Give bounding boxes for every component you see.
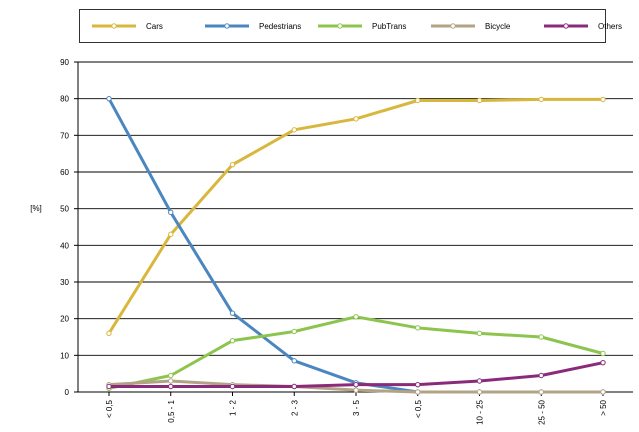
legend-marker	[111, 23, 117, 29]
data-point	[229, 383, 236, 390]
data-point	[229, 310, 236, 316]
y-tick-label: 30	[60, 278, 69, 287]
data-point	[415, 97, 421, 104]
data-point	[106, 95, 112, 102]
data-point	[168, 372, 174, 379]
data-point	[415, 389, 421, 395]
x-tick-label: 10 - 25	[476, 399, 485, 424]
axes	[74, 61, 633, 396]
data-point	[538, 334, 544, 340]
legend-label: Cars	[146, 22, 163, 31]
y-axis-label: [%]	[30, 204, 42, 213]
x-tick-label: 0,5 - 1	[167, 399, 176, 422]
data-point	[168, 231, 174, 238]
data-point	[415, 381, 421, 388]
legend-label: Bicycle	[485, 22, 511, 31]
data-point	[353, 116, 359, 122]
data-point	[291, 383, 297, 390]
y-tick-label: 60	[60, 168, 69, 177]
data-point	[476, 97, 483, 104]
y-tick-label: 40	[60, 241, 69, 250]
data-point	[476, 378, 483, 384]
data-point	[415, 325, 421, 331]
y-tick-label: 90	[60, 58, 69, 67]
data-point	[476, 330, 483, 337]
y-tick-label: 50	[60, 205, 69, 214]
x-tick-label: 1 - 2	[229, 399, 238, 416]
x-tick-label: > 50	[599, 399, 608, 415]
gridlines	[78, 61, 633, 356]
data-point	[168, 209, 174, 216]
data-point	[353, 381, 359, 388]
series-lines	[106, 95, 606, 395]
data-point	[353, 387, 359, 393]
data-point	[538, 372, 544, 379]
data-point	[291, 127, 297, 133]
x-tick-label: 3 - 5	[352, 399, 361, 416]
legend-label: PubTrans	[372, 22, 406, 31]
legend-marker	[337, 23, 343, 29]
legend-marker	[450, 23, 456, 29]
y-tick-label: 80	[60, 95, 69, 104]
x-tick-label: < 0,5	[414, 399, 423, 418]
y-tick-label: 20	[60, 315, 69, 324]
y-tick-label: 70	[60, 131, 69, 140]
x-tick-label: 25 - 50	[537, 399, 546, 424]
legend-marker	[563, 23, 569, 29]
data-point	[291, 328, 297, 335]
data-point	[291, 358, 297, 364]
data-point	[168, 383, 174, 390]
data-point	[600, 389, 606, 395]
data-point	[229, 337, 236, 344]
y-tick-label: 0	[65, 388, 70, 397]
data-point	[168, 378, 174, 384]
data-point	[600, 96, 606, 103]
chart-legend: Cars Pedestrians PubTrans Bicycle Others	[79, 9, 622, 43]
x-tick-labels: < 0,5 0,5 - 1 1 - 2 2 - 3 3 - 5 < 0,5 10 - 25 2…	[105, 399, 608, 424]
legend-label: Others	[598, 22, 622, 31]
series-line-cars	[107, 97, 603, 335]
data-point	[476, 389, 483, 395]
data-point	[106, 383, 112, 390]
data-point	[229, 161, 236, 168]
data-point	[106, 330, 112, 337]
data-point	[538, 389, 544, 395]
legend-label: Pedestrians	[259, 22, 301, 31]
data-point	[538, 96, 544, 103]
y-tick-label: 10	[60, 351, 69, 360]
data-point	[600, 359, 606, 366]
legend-marker	[224, 23, 230, 29]
y-tick-labels: 0 10 20 30 40 50 60 70 80 90	[60, 58, 69, 397]
data-point	[353, 314, 359, 320]
x-tick-label: 2 - 3	[290, 399, 299, 416]
data-point	[600, 350, 606, 357]
x-tick-label: < 0,5	[105, 399, 114, 418]
